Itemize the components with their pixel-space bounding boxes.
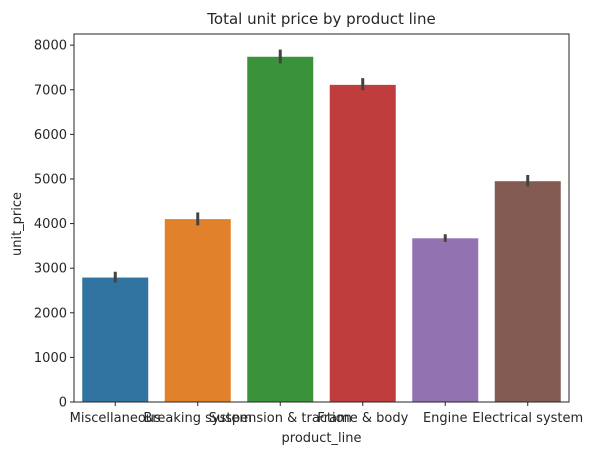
y-tick-label: 8000 [34, 39, 67, 54]
bar-0 [82, 277, 149, 402]
bar-3 [329, 84, 396, 403]
y-tick-label: 2000 [34, 306, 67, 321]
bar-5 [494, 181, 561, 402]
chart-title: Total unit price by product line [206, 10, 435, 28]
y-tick-label: 0 [59, 396, 67, 411]
x-tick-label: Miscellaneous [70, 411, 161, 426]
bar-1 [164, 219, 231, 402]
plot-frame [73, 33, 570, 403]
x-tick-label: Engine [423, 411, 468, 426]
y-tick-label: 4000 [34, 217, 67, 232]
x-axis-label: product_line [282, 431, 362, 446]
y-tick-label: 5000 [34, 172, 67, 187]
error-bars-layer [113, 49, 530, 283]
bars-layer [82, 56, 561, 403]
x-tick-label: Frame & body [317, 411, 408, 426]
bar-2 [247, 56, 314, 403]
x-tick-label: Suspension & traction [209, 411, 352, 426]
x-tick-label: Electrical system [472, 411, 583, 426]
y-axis-label: unit_price [10, 192, 25, 256]
y-tick-label: 1000 [34, 351, 67, 366]
x-tick-label: Breaking system [143, 411, 252, 426]
y-tick-label: 6000 [34, 128, 67, 143]
y-axis: 0 1000 2000 3000 4000 5000 6000 7000 8000 [34, 39, 74, 411]
bar-4 [412, 238, 479, 402]
y-tick-label: 3000 [34, 262, 67, 277]
y-tick-label: 7000 [34, 83, 67, 98]
